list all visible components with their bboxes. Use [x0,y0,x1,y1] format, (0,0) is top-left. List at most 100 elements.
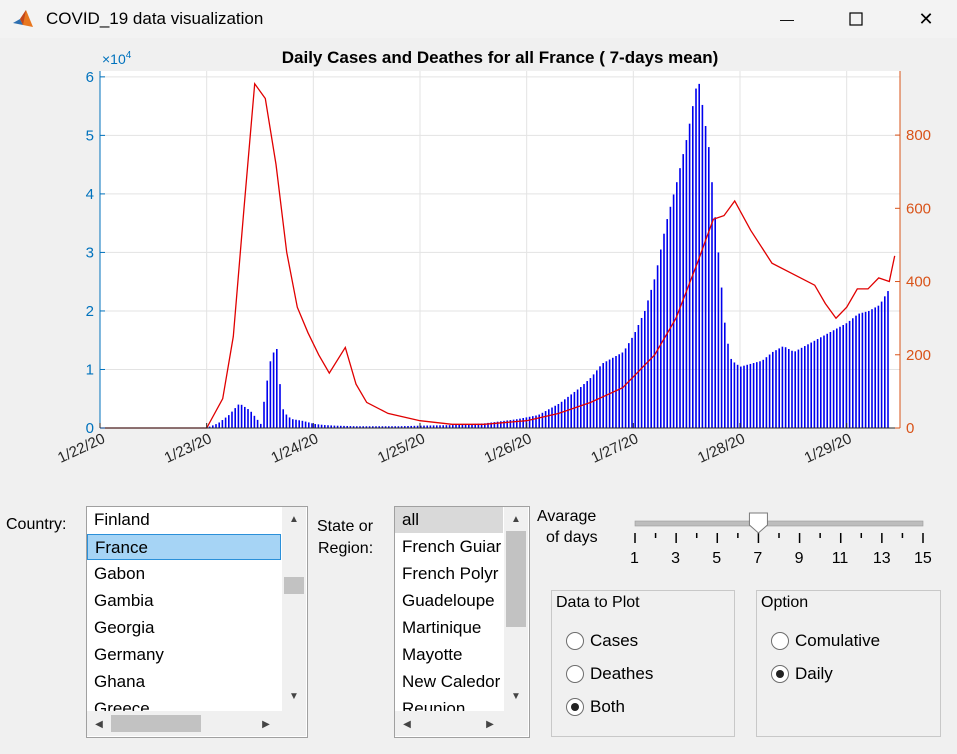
case-bar [327,425,329,428]
radio-cases[interactable]: Cases [566,631,638,651]
radio-deathes[interactable]: Deathes [566,664,653,684]
radio-circle-icon[interactable] [771,665,789,683]
radio-label: Deathes [590,664,654,683]
slider-thumb[interactable] [748,512,768,534]
case-bar [525,417,528,428]
country-list-item[interactable]: Georgia [94,618,155,637]
case-bar [416,425,419,428]
case-bar [365,426,368,428]
radio-circle-icon[interactable] [566,698,584,716]
average-days-slider[interactable] [630,505,930,550]
country-list-item[interactable]: Germany [94,645,164,664]
scroll-up-icon[interactable]: ▲ [511,513,521,525]
radio-label: Comulative [795,631,881,650]
case-bar [231,411,233,428]
radio-circle-icon[interactable] [566,632,584,650]
case-bar [730,358,732,428]
case-bar [490,422,492,428]
case-bar [452,425,454,428]
case-bar [400,426,403,428]
case-bar [340,425,342,428]
minimize-button[interactable]: — [764,4,810,34]
maximize-button[interactable] [833,4,879,34]
country-list-item[interactable]: Ghana [94,672,146,691]
case-bar [660,249,662,428]
country-list-item[interactable]: Gabon [94,564,146,583]
case-bar [276,348,278,428]
region-list-item[interactable]: Guadeloupe [402,591,495,610]
case-bar [256,419,259,428]
case-bar [823,335,825,428]
country-list-item[interactable]: France [87,534,281,560]
case-bar [420,425,422,428]
region-list-item[interactable]: New Caledor [402,672,501,691]
case-bar [778,348,780,428]
case-bar [336,425,339,428]
region-list-item[interactable]: French Polyr [402,564,499,583]
case-bar [468,424,470,428]
case-bar [282,409,284,428]
case-bar [234,408,236,428]
case-bar [765,357,768,428]
case-bar [372,426,374,428]
close-button[interactable]: ✕ [903,4,949,34]
left-y-tick-label: 2 [86,303,94,320]
case-bar [557,404,560,428]
case-bar [330,425,332,428]
radio-comulative[interactable]: Comulative [771,631,880,651]
region-list-item[interactable]: Martinique [402,618,482,637]
region-listbox[interactable]: all French Guiar French Polyr Guadeloupe Mar… [394,506,530,738]
right-y-tick-label: 600 [906,200,931,217]
scroll-right-icon[interactable]: ▶ [262,718,270,730]
region-list-item[interactable]: Mayotte [402,645,463,664]
case-bar [304,421,307,428]
case-bar [333,425,336,428]
region-list-item[interactable]: all [395,507,503,533]
maximize-icon [849,12,863,26]
case-bar [461,424,464,428]
case-bar [455,424,457,428]
case-bar [343,425,345,428]
country-list-item[interactable]: Gambia [94,591,154,610]
country-list-item[interactable]: Finland [94,510,150,529]
case-bar [672,194,675,428]
x-tick-label: 1/29/20 [802,430,855,467]
radio-both[interactable]: Both [566,697,625,717]
case-bar [663,233,665,428]
country-hscroll-thumb[interactable] [111,715,201,732]
case-bar [279,384,281,428]
scroll-down-icon[interactable]: ▼ [511,690,521,702]
case-bar [676,182,678,428]
case-bar [685,140,688,428]
region-scroll-thumb[interactable] [506,531,526,627]
region-vertical-scrollbar[interactable]: ▲ ▼ [504,507,528,711]
case-bar [749,363,752,428]
scroll-up-icon[interactable]: ▲ [289,513,299,525]
case-bar [397,426,400,428]
region-list-item[interactable]: French Guiar [402,537,502,556]
case-bar [560,401,563,428]
case-bar [228,415,230,428]
radio-daily[interactable]: Daily [771,664,833,684]
chart-title: Daily Cases and Deathes for all France (… [282,48,719,67]
case-bar [768,354,771,428]
case-bar [356,426,358,428]
country-listbox[interactable]: Finland France Gabon Gambia Georgia Germany Gh… [86,506,308,738]
case-bar [740,366,742,428]
case-bar [637,324,640,428]
region-horizontal-scrollbar[interactable]: ◀ ▶ [395,711,528,736]
case-bar [359,426,361,428]
radio-circle-icon[interactable] [771,632,789,650]
country-vertical-scrollbar[interactable]: ▲ ▼ [282,507,306,711]
scroll-left-icon[interactable]: ◀ [95,718,103,730]
scroll-right-icon[interactable]: ▶ [486,718,494,730]
scroll-left-icon[interactable]: ◀ [403,718,411,730]
scroll-down-icon[interactable]: ▼ [289,690,299,702]
case-bar [528,416,531,428]
country-horizontal-scrollbar[interactable]: ◀ ▶ [87,711,306,736]
matlab-logo-icon [13,10,33,27]
deaths-line [100,81,896,429]
country-scroll-thumb[interactable] [284,577,304,594]
left-y-tick-label: 3 [86,244,94,261]
radio-circle-icon[interactable] [566,665,584,683]
